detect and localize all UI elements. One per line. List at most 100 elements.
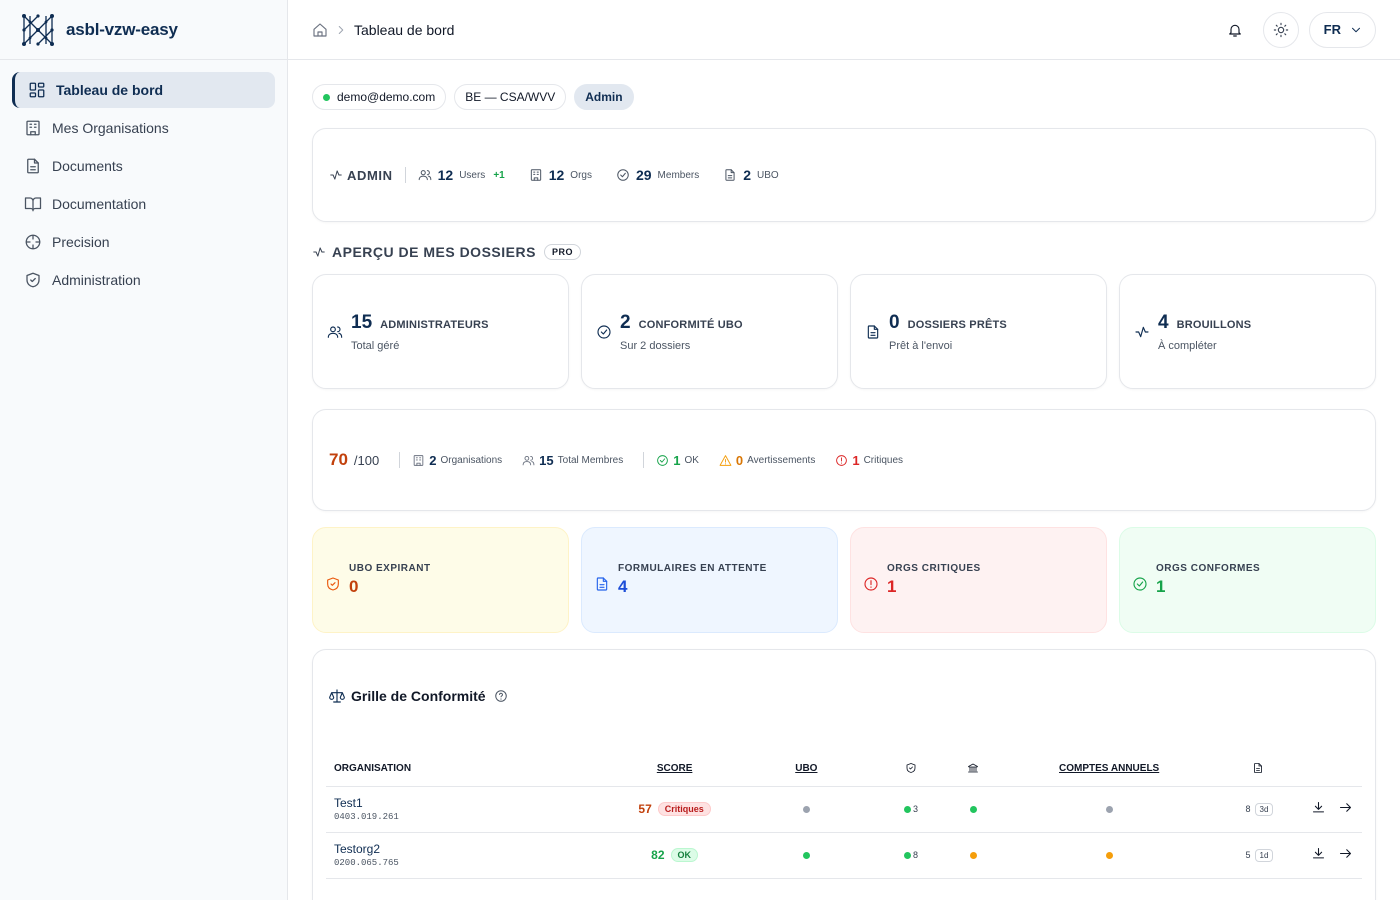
alert-orgs-conformes[interactable]: ORGS CONFORMES 1 bbox=[1119, 527, 1376, 633]
status-badge: OK bbox=[670, 848, 699, 862]
docs-count: 5 bbox=[1245, 849, 1251, 860]
kpi-value: 2 bbox=[620, 311, 631, 333]
overview-section-title: APERÇU DE MES DOSSIERS PRO bbox=[312, 242, 1376, 262]
sidebar-item-label: Administration bbox=[52, 272, 141, 288]
alert-value: 1 bbox=[1156, 577, 1166, 596]
kpi-label: ADMINISTRATEURS bbox=[380, 318, 489, 331]
brand-name: asbl-vzw-easy bbox=[66, 19, 178, 39]
home-icon[interactable] bbox=[312, 22, 328, 38]
stat-members: 29 Members bbox=[616, 167, 699, 183]
col-shield[interactable] bbox=[879, 742, 943, 787]
divider bbox=[399, 452, 401, 468]
kpi-brouillons[interactable]: 4 BROUILLONS À compléter bbox=[1119, 274, 1376, 389]
user-email: demo@demo.com bbox=[337, 90, 436, 104]
main-content: demo@demo.com BE — CSA/WVV Admin ADMIN 1… bbox=[312, 60, 1376, 900]
score-warn-label: Avertissements bbox=[747, 454, 816, 466]
sidebar-item-label: Documents bbox=[52, 158, 123, 174]
chevron-right-icon bbox=[338, 25, 344, 34]
org-score: 82 bbox=[651, 848, 665, 862]
role-pill[interactable]: Admin bbox=[574, 84, 634, 110]
alert-orgs-critiques[interactable]: ORGS CRITIQUES 1 bbox=[850, 527, 1107, 633]
download-icon[interactable] bbox=[1311, 800, 1326, 815]
notifications-button[interactable] bbox=[1217, 12, 1253, 48]
shield-status-dot bbox=[903, 851, 911, 859]
shield-count: 8 bbox=[912, 850, 918, 861]
activity-icon bbox=[313, 247, 325, 257]
user-email-pill[interactable]: demo@demo.com bbox=[312, 84, 447, 110]
language-select[interactable]: FR bbox=[1308, 11, 1376, 48]
global-score: 70 bbox=[329, 450, 348, 469]
sidebar-item-label: Documentation bbox=[52, 196, 147, 212]
grid-title-text: Grille de Conformité bbox=[351, 688, 486, 704]
stat-users: 12 Users +1 bbox=[418, 167, 505, 183]
sidebar-item-organisations[interactable]: Mes Organisations bbox=[12, 110, 275, 146]
arrow-right-icon[interactable] bbox=[1338, 800, 1353, 815]
users-icon bbox=[522, 455, 535, 465]
document-icon bbox=[867, 324, 879, 339]
col-score[interactable]: SCORE bbox=[615, 742, 734, 787]
sidebar-item-documentation[interactable]: Documentation bbox=[12, 186, 275, 222]
col-comptes-annuels[interactable]: COMPTES ANNUELS bbox=[1004, 742, 1215, 787]
check-circle-icon bbox=[1133, 577, 1147, 591]
score-orgs: 2 Organisations bbox=[412, 453, 502, 468]
crosshair-icon bbox=[25, 234, 41, 250]
divider bbox=[404, 167, 406, 183]
actions-cell bbox=[1302, 786, 1362, 833]
document-icon bbox=[1254, 762, 1263, 773]
kpi-conformite-ubo[interactable]: 2 CONFORMITÉ UBO Sur 2 dossiers bbox=[581, 274, 838, 389]
dashboard-icon bbox=[29, 82, 45, 98]
sidebar-item-precision[interactable]: Precision bbox=[12, 224, 275, 260]
download-icon[interactable] bbox=[1311, 846, 1326, 861]
kpi-dossiers-prets[interactable]: 0 DOSSIERS PRÊTS Prêt à l'envoi bbox=[850, 274, 1107, 389]
shield-icon bbox=[26, 272, 40, 288]
ubo-cell bbox=[733, 832, 880, 879]
check-circle-icon bbox=[597, 324, 611, 339]
sidebar-item-administration[interactable]: Administration bbox=[12, 262, 275, 298]
col-documents[interactable] bbox=[1214, 742, 1303, 787]
score-members: 15 Total Membres bbox=[522, 453, 623, 468]
shield-cell: 3 bbox=[879, 786, 943, 833]
jurisdiction-pill[interactable]: BE — CSA/WVV bbox=[454, 84, 567, 110]
users-icon bbox=[327, 325, 343, 338]
comptes-cell bbox=[1004, 832, 1215, 879]
sidebar-item-documents[interactable]: Documents bbox=[12, 148, 275, 184]
help-circle-icon[interactable] bbox=[494, 689, 508, 703]
sidebar-item-label: Tableau de bord bbox=[56, 82, 164, 98]
sun-icon bbox=[1273, 22, 1288, 37]
col-ubo[interactable]: UBO bbox=[733, 742, 880, 787]
score-warnings: 0 Avertissements bbox=[719, 453, 815, 468]
org-cell[interactable]: Testorg2 0200.065.765 bbox=[326, 832, 616, 879]
shield-status-dot bbox=[903, 805, 911, 813]
bank-icon bbox=[968, 763, 979, 772]
col-organisation[interactable]: ORGANISATION bbox=[326, 742, 616, 787]
alert-label: ORGS CONFORMES bbox=[1156, 563, 1261, 574]
brand[interactable]: asbl-vzw-easy bbox=[0, 0, 287, 60]
kpi-administrateurs[interactable]: 15 ADMINISTRATEURS Total géré bbox=[312, 274, 569, 389]
org-name[interactable]: Test1 bbox=[334, 796, 363, 810]
docs-age-badge: 3d bbox=[1254, 802, 1274, 816]
sidebar-item-label: Precision bbox=[52, 234, 110, 250]
sidebar-item-dashboard[interactable]: Tableau de bord bbox=[12, 72, 275, 108]
status-badge: Critiques bbox=[657, 802, 711, 816]
org-name[interactable]: Testorg2 bbox=[334, 842, 381, 856]
kpi-value: 15 bbox=[351, 311, 373, 333]
col-bank[interactable] bbox=[942, 742, 1005, 787]
theme-toggle-button[interactable] bbox=[1262, 11, 1299, 48]
alert-ubo-expirant[interactable]: UBO EXPIRANT 0 bbox=[312, 527, 569, 633]
top-header: Tableau de bord FR bbox=[288, 0, 1400, 60]
alert-label: FORMULAIRES EN ATTENTE bbox=[618, 563, 767, 574]
check-circle-icon bbox=[657, 454, 669, 466]
table-row[interactable]: Test1 0403.019.261 57 Critiques 3 8 3d bbox=[326, 786, 1362, 833]
score-ok-label: OK bbox=[684, 454, 699, 466]
kpi-sub: Sur 2 dossiers bbox=[620, 339, 691, 352]
table-row[interactable]: Testorg2 0200.065.765 82 OK 8 5 1d bbox=[326, 832, 1362, 879]
alert-formulaires[interactable]: FORMULAIRES EN ATTENTE 4 bbox=[581, 527, 838, 633]
score-crit-count: 1 bbox=[852, 452, 860, 468]
score-orgs-count: 2 bbox=[429, 452, 437, 468]
docs-cell: 8 3d bbox=[1214, 786, 1303, 833]
org-cell[interactable]: Test1 0403.019.261 bbox=[326, 786, 616, 833]
arrow-right-icon[interactable] bbox=[1338, 846, 1353, 861]
score-orgs-label: Organisations bbox=[440, 454, 503, 466]
alert-label: UBO EXPIRANT bbox=[349, 563, 431, 574]
org-number: 0403.019.261 bbox=[334, 812, 399, 822]
